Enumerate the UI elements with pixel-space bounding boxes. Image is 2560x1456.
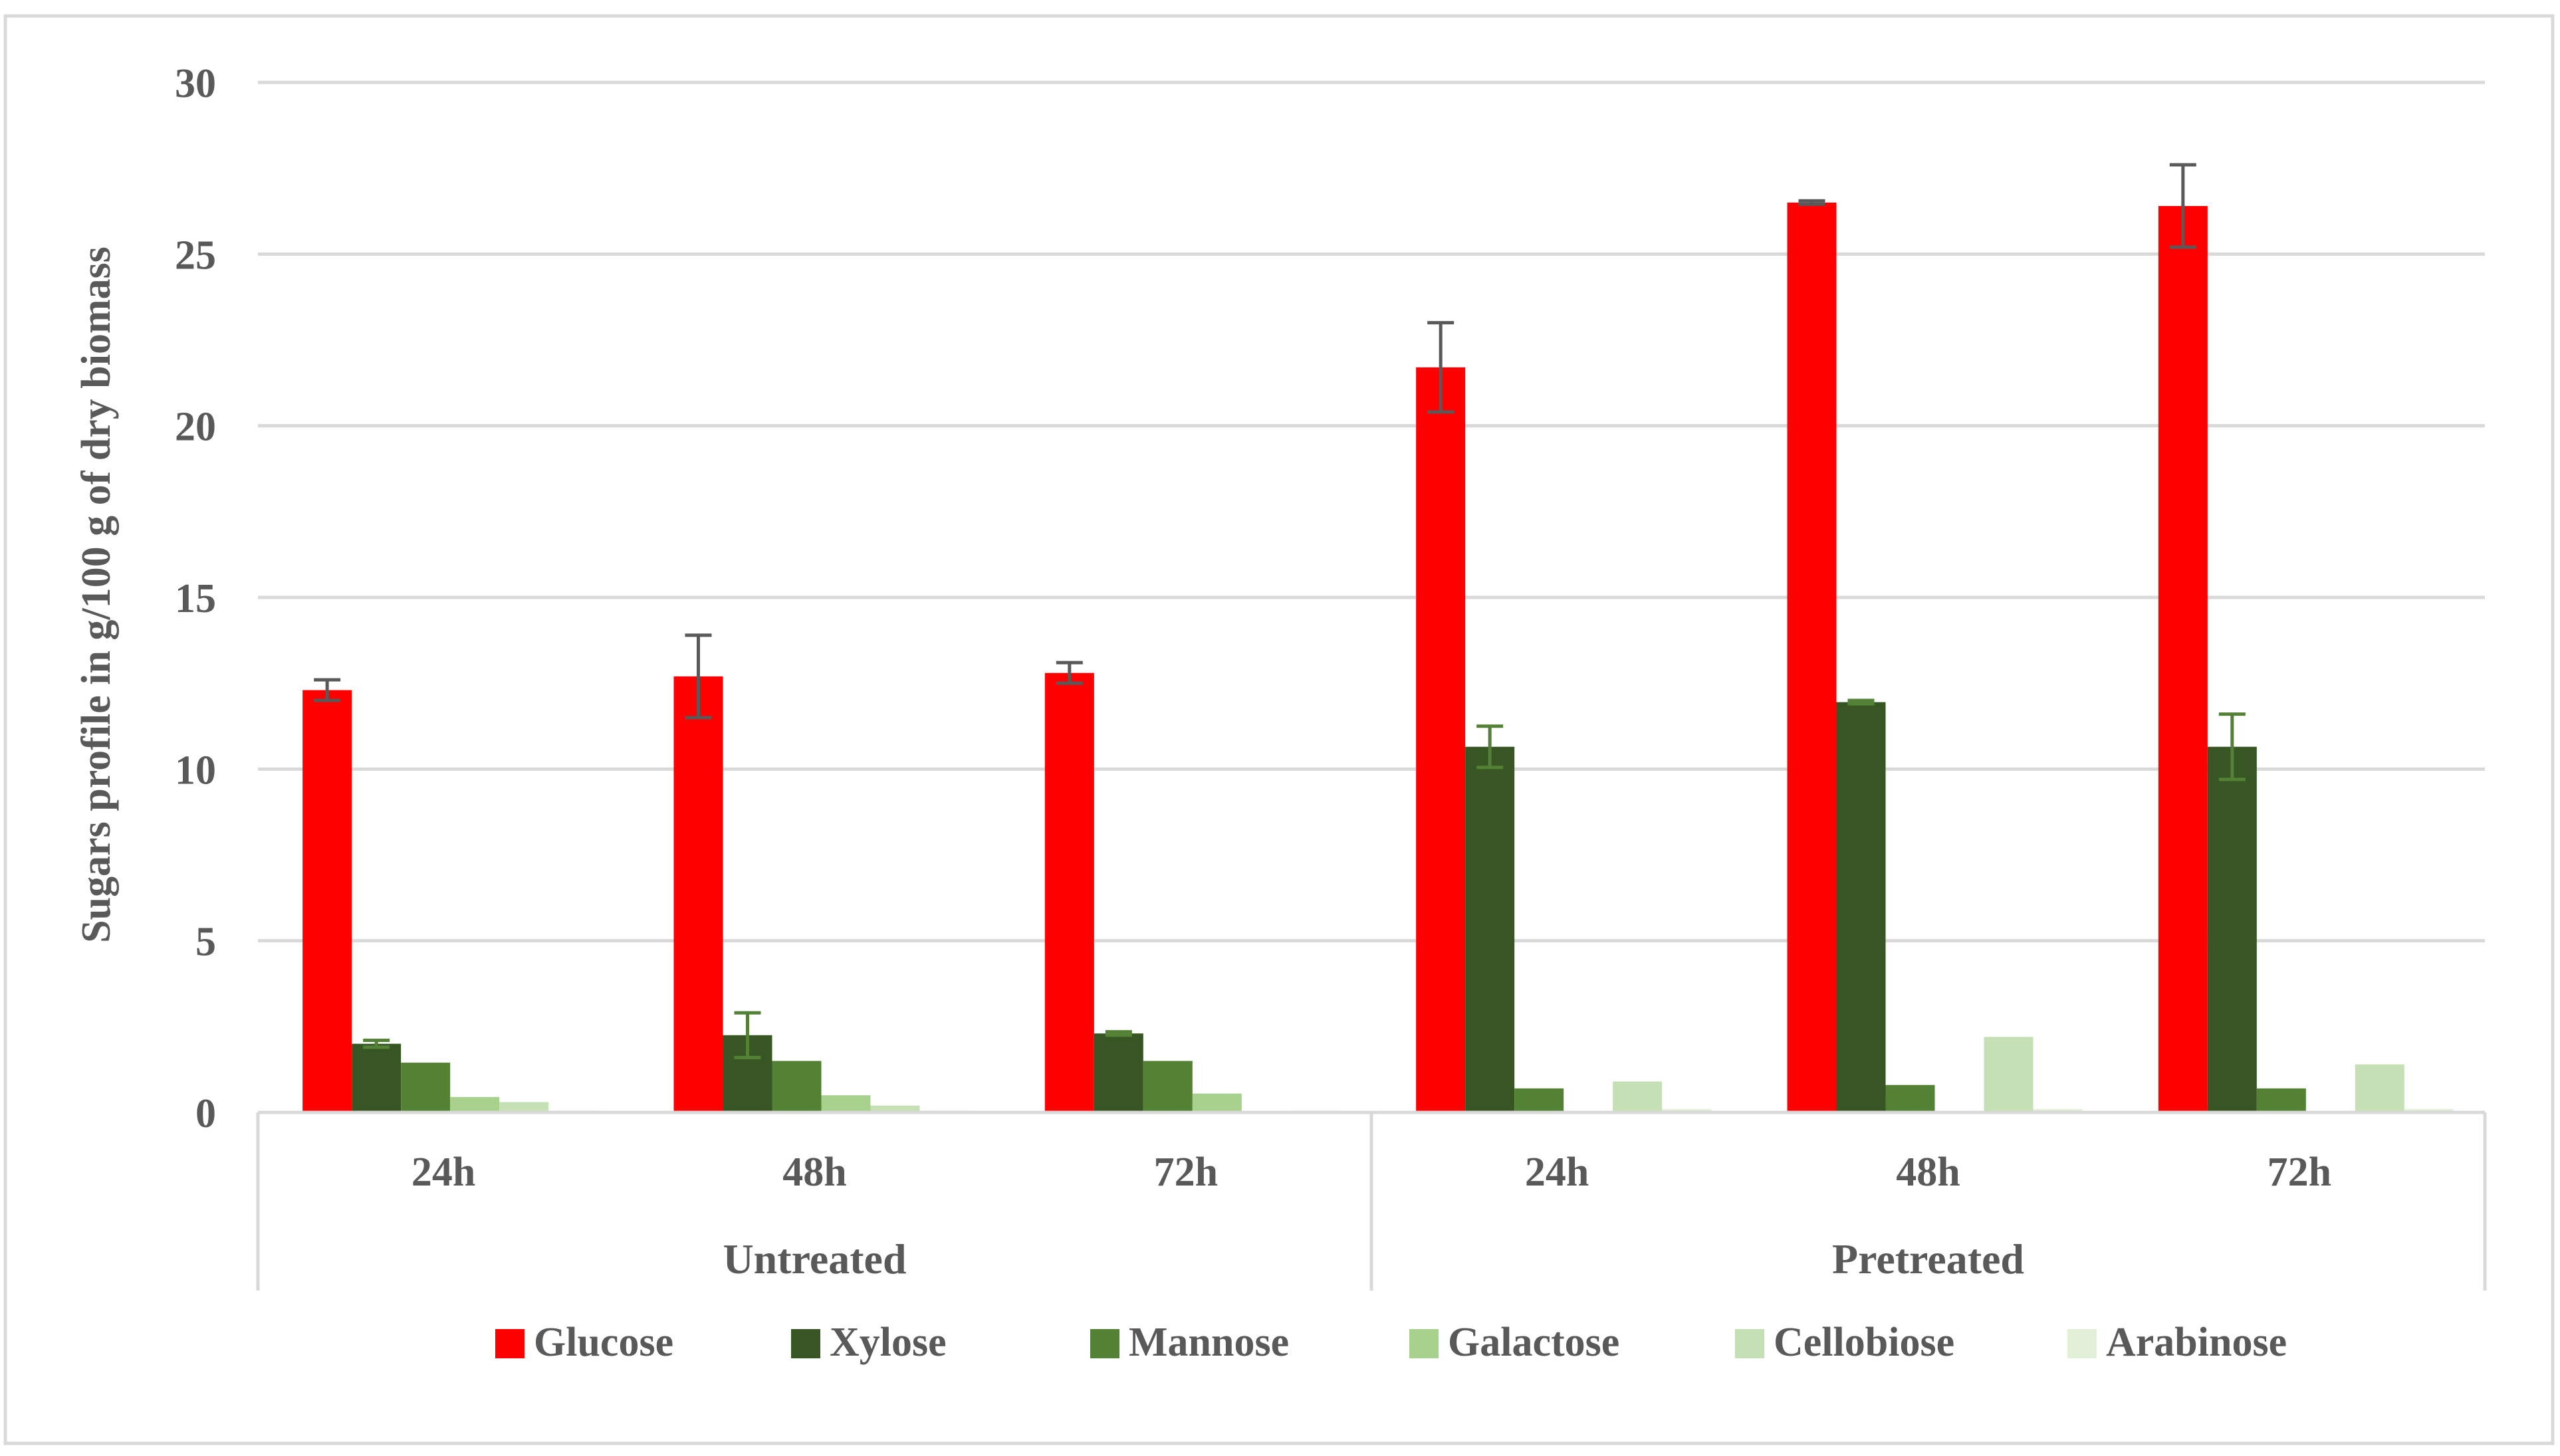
bar-glucose: [1044, 673, 1094, 1112]
bar-xylose: [1836, 702, 1886, 1112]
bar-cellobiose: [870, 1105, 920, 1112]
bar-arabinose: [2033, 1108, 2083, 1112]
x-tick-label: 48h: [1896, 1150, 1960, 1195]
x-tick-label: 48h: [782, 1150, 846, 1195]
bar-glucose: [673, 676, 723, 1112]
bar-glucose: [1787, 202, 1837, 1112]
legend-swatch-glucose: [495, 1329, 524, 1358]
group-label: Untreated: [723, 1235, 906, 1283]
legend-swatch-arabinose: [2067, 1329, 2097, 1358]
legend-label: Mannose: [1129, 1320, 1289, 1365]
bar-xylose: [2207, 746, 2257, 1112]
legend-label: Galactose: [1448, 1320, 1619, 1365]
bar-arabinose: [2404, 1108, 2454, 1112]
y-tick-label: 5: [195, 920, 216, 965]
legend-label: Arabinose: [2106, 1320, 2287, 1365]
bar-glucose: [302, 690, 352, 1112]
bar-xylose: [1465, 746, 1515, 1112]
y-tick-label: 20: [175, 405, 216, 450]
y-axis-label: Sugars profile in g/100 g of dry biomass: [74, 247, 119, 943]
bar-xylose: [1094, 1033, 1143, 1112]
bar-glucose: [2158, 206, 2208, 1112]
x-tick-label: 72h: [1154, 1150, 1218, 1195]
y-tick-label: 25: [175, 233, 216, 278]
bar-galactose: [450, 1096, 500, 1112]
y-tick-label: 15: [175, 576, 216, 621]
gridlines: [258, 80, 2485, 943]
bar-glucose: [1416, 367, 1466, 1113]
x-tick-label: 72h: [2268, 1150, 2331, 1195]
legend-swatch-xylose: [791, 1329, 820, 1358]
bar-galactose: [821, 1095, 871, 1112]
y-tick-label: 30: [175, 61, 216, 106]
bar-cellobiose: [2355, 1064, 2404, 1112]
x-tick-label: 24h: [411, 1150, 475, 1195]
bar-mannose: [772, 1061, 822, 1112]
bar-mannose: [2256, 1088, 2306, 1112]
bar-mannose: [1885, 1085, 1935, 1112]
y-tick-label: 0: [195, 1091, 216, 1136]
group-label: Pretreated: [1832, 1235, 2024, 1283]
bar-cellobiose: [1613, 1081, 1663, 1112]
y-tick-label: 10: [175, 748, 216, 793]
bar-mannose: [1514, 1088, 1564, 1112]
legend-label: Glucose: [534, 1320, 673, 1365]
legend-swatch-cellobiose: [1735, 1329, 1764, 1358]
bar-mannose: [401, 1063, 451, 1112]
bar-xylose: [352, 1043, 402, 1112]
legend-swatch-mannose: [1090, 1329, 1119, 1358]
bar-mannose: [1143, 1061, 1193, 1112]
bar-galactose: [1192, 1093, 1242, 1112]
legend-label: Cellobiose: [1774, 1320, 1954, 1365]
bar-arabinose: [1662, 1108, 1712, 1112]
axes: 0 5 10 15 20 25 30 24h 48h 72h 24h 48h 72h Untreated P…: [175, 61, 2487, 1291]
legend-label: Xylose: [830, 1320, 947, 1365]
legend: Glucose Xylose Mannose Galactose Cellobiose A…: [495, 1320, 2287, 1365]
legend-swatch-galactose: [1409, 1329, 1439, 1358]
bars: [302, 163, 2454, 1113]
bar-cellobiose: [1984, 1037, 2034, 1112]
x-tick-label: 24h: [1525, 1150, 1589, 1195]
bar-cellobiose: [499, 1102, 549, 1112]
